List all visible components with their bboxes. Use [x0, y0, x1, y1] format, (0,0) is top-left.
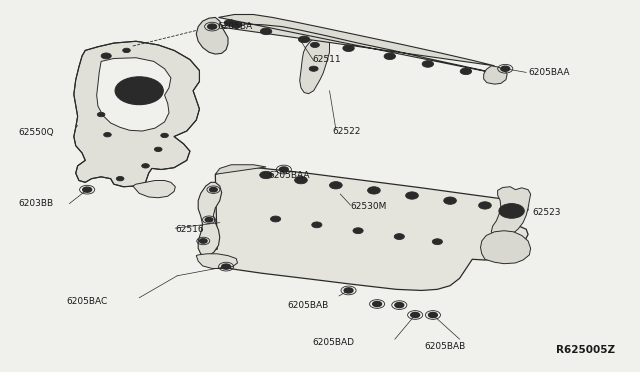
Circle shape [499, 203, 524, 218]
Circle shape [394, 234, 404, 240]
Circle shape [101, 53, 111, 59]
Circle shape [83, 187, 92, 192]
Circle shape [116, 176, 124, 181]
Text: 6205BA: 6205BA [217, 22, 252, 31]
Text: 62522: 62522 [333, 127, 361, 136]
Circle shape [460, 68, 472, 75]
Circle shape [123, 48, 131, 52]
Circle shape [309, 66, 318, 71]
Circle shape [210, 187, 217, 192]
Circle shape [353, 228, 363, 234]
Circle shape [367, 187, 380, 194]
Circle shape [260, 28, 272, 35]
Polygon shape [133, 180, 175, 198]
Circle shape [411, 312, 420, 318]
Circle shape [97, 112, 105, 117]
Text: 62511: 62511 [312, 55, 341, 64]
Text: 6205BAA: 6205BAA [528, 68, 570, 77]
Circle shape [224, 20, 236, 26]
Circle shape [406, 192, 419, 199]
Circle shape [422, 61, 433, 67]
Text: 6205BAD: 6205BAD [312, 339, 355, 347]
Circle shape [208, 24, 216, 29]
Circle shape [444, 197, 456, 204]
Text: 6203BB: 6203BB [19, 199, 54, 208]
Polygon shape [198, 182, 221, 256]
Circle shape [429, 312, 437, 318]
Circle shape [343, 45, 355, 51]
Text: 6205BAB: 6205BAB [287, 301, 328, 310]
Circle shape [298, 36, 310, 43]
Text: 6205BAC: 6205BAC [66, 297, 108, 306]
Text: 62516: 62516 [175, 225, 204, 234]
Circle shape [479, 202, 492, 209]
Circle shape [330, 182, 342, 189]
Text: 62550Q: 62550Q [19, 128, 54, 137]
Polygon shape [97, 58, 171, 131]
Text: R625005Z: R625005Z [556, 345, 615, 355]
Circle shape [372, 301, 381, 307]
Polygon shape [196, 254, 237, 269]
Circle shape [200, 239, 207, 243]
Circle shape [205, 218, 212, 222]
Circle shape [384, 53, 396, 60]
Circle shape [501, 66, 509, 71]
Text: 62523: 62523 [532, 208, 561, 217]
Circle shape [432, 239, 442, 245]
Text: 6205BAA: 6205BAA [268, 170, 310, 180]
Text: 62530M: 62530M [351, 202, 387, 211]
Polygon shape [481, 231, 531, 264]
Circle shape [115, 77, 163, 105]
Polygon shape [196, 17, 228, 54]
Circle shape [395, 302, 404, 308]
Circle shape [141, 164, 149, 168]
Circle shape [344, 288, 353, 293]
Polygon shape [205, 168, 528, 291]
Polygon shape [492, 187, 531, 237]
Circle shape [312, 222, 322, 228]
Circle shape [161, 133, 168, 138]
Polygon shape [217, 15, 495, 73]
Circle shape [221, 264, 230, 269]
Polygon shape [74, 41, 200, 187]
Polygon shape [300, 34, 330, 94]
Circle shape [294, 176, 307, 184]
Circle shape [230, 22, 242, 28]
Circle shape [260, 171, 273, 179]
Polygon shape [484, 66, 507, 84]
Text: 6205BAB: 6205BAB [425, 342, 466, 351]
Circle shape [310, 42, 319, 48]
Circle shape [271, 216, 281, 222]
Circle shape [154, 147, 162, 151]
Polygon shape [215, 165, 266, 174]
Circle shape [104, 132, 111, 137]
Circle shape [280, 167, 288, 172]
